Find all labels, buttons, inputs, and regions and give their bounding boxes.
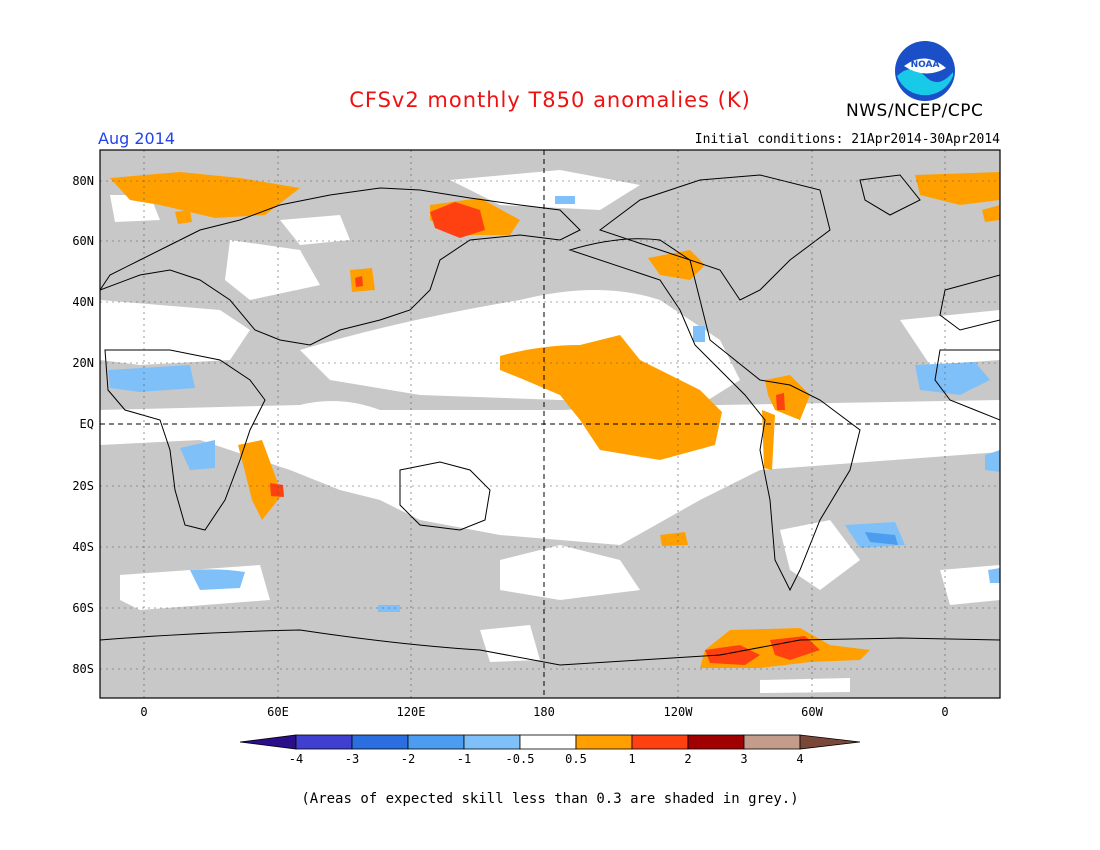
lat-label: 60N bbox=[72, 234, 94, 248]
lat-label: 40N bbox=[72, 295, 94, 309]
lon-label: 60E bbox=[267, 705, 289, 719]
legend-swatch bbox=[743, 734, 801, 750]
skill-footnote: (Areas of expected skill less than 0.3 a… bbox=[301, 791, 799, 807]
lon-label: 60W bbox=[801, 705, 823, 719]
legend-label: -2 bbox=[401, 752, 415, 766]
legend-label: 3 bbox=[740, 752, 747, 766]
legend-label: 2 bbox=[684, 752, 691, 766]
map-frame bbox=[99, 149, 1001, 699]
legend-swatch bbox=[631, 734, 689, 750]
chart-title: CFSv2 monthly T850 anomalies (K) bbox=[349, 88, 751, 112]
initial-conditions: Initial conditions: 21Apr2014-30Apr2014 bbox=[694, 132, 1000, 147]
lon-label: 180 bbox=[533, 705, 555, 719]
agency-label: NWS/NCEP/CPC bbox=[846, 101, 984, 121]
lon-label: 0 bbox=[140, 705, 147, 719]
legend-swatch bbox=[575, 734, 633, 750]
lat-label: 80N bbox=[72, 174, 94, 188]
coastlines bbox=[100, 174, 1000, 666]
legend-swatch bbox=[463, 734, 521, 750]
negative-anomaly-regions bbox=[108, 196, 1000, 612]
lon-label: 120E bbox=[397, 705, 426, 719]
legend-swatch bbox=[519, 734, 577, 750]
legend-swatch bbox=[687, 734, 745, 750]
anomaly-map: 80N 60N 40N 20N EQ 20S 40S 60S 80S 0 60E… bbox=[72, 149, 1001, 766]
legend-swatch bbox=[351, 734, 409, 750]
legend-label: -3 bbox=[345, 752, 359, 766]
legend-swatch bbox=[407, 734, 465, 750]
reference-lines bbox=[100, 150, 1000, 698]
lat-label: EQ bbox=[80, 417, 94, 431]
strong-positive-anomaly-regions bbox=[270, 202, 820, 665]
longitude-labels: 0 60E 120E 180 120W 60W 0 bbox=[140, 705, 948, 719]
lat-label: 20N bbox=[72, 356, 94, 370]
lon-label: 0 bbox=[941, 705, 948, 719]
forecast-month: Aug 2014 bbox=[98, 129, 176, 148]
legend-arrow-right bbox=[799, 734, 861, 750]
negative-anomaly-core bbox=[865, 532, 898, 545]
graticule bbox=[100, 150, 1000, 698]
noaa-logo: NOAA bbox=[895, 41, 955, 101]
lat-label: 80S bbox=[72, 662, 94, 676]
lat-label: 60S bbox=[72, 601, 94, 615]
color-legend: -4 -3 -2 -1 -0.5 0.5 1 2 3 4 bbox=[239, 734, 861, 766]
noaa-logo-text: NOAA bbox=[911, 60, 940, 70]
legend-swatch bbox=[295, 734, 353, 750]
lon-label: 120W bbox=[664, 705, 694, 719]
latitude-labels: 80N 60N 40N 20N EQ 20S 40S 60S 80S bbox=[72, 174, 94, 676]
legend-label: -0.5 bbox=[506, 752, 535, 766]
legend-label: -1 bbox=[457, 752, 471, 766]
legend-label: 0.5 bbox=[565, 752, 587, 766]
legend-label: 1 bbox=[628, 752, 635, 766]
lat-label: 40S bbox=[72, 540, 94, 554]
lat-label: 20S bbox=[72, 479, 94, 493]
legend-label: -4 bbox=[289, 752, 303, 766]
legend-arrow-left bbox=[239, 734, 297, 750]
legend-label: 4 bbox=[796, 752, 803, 766]
